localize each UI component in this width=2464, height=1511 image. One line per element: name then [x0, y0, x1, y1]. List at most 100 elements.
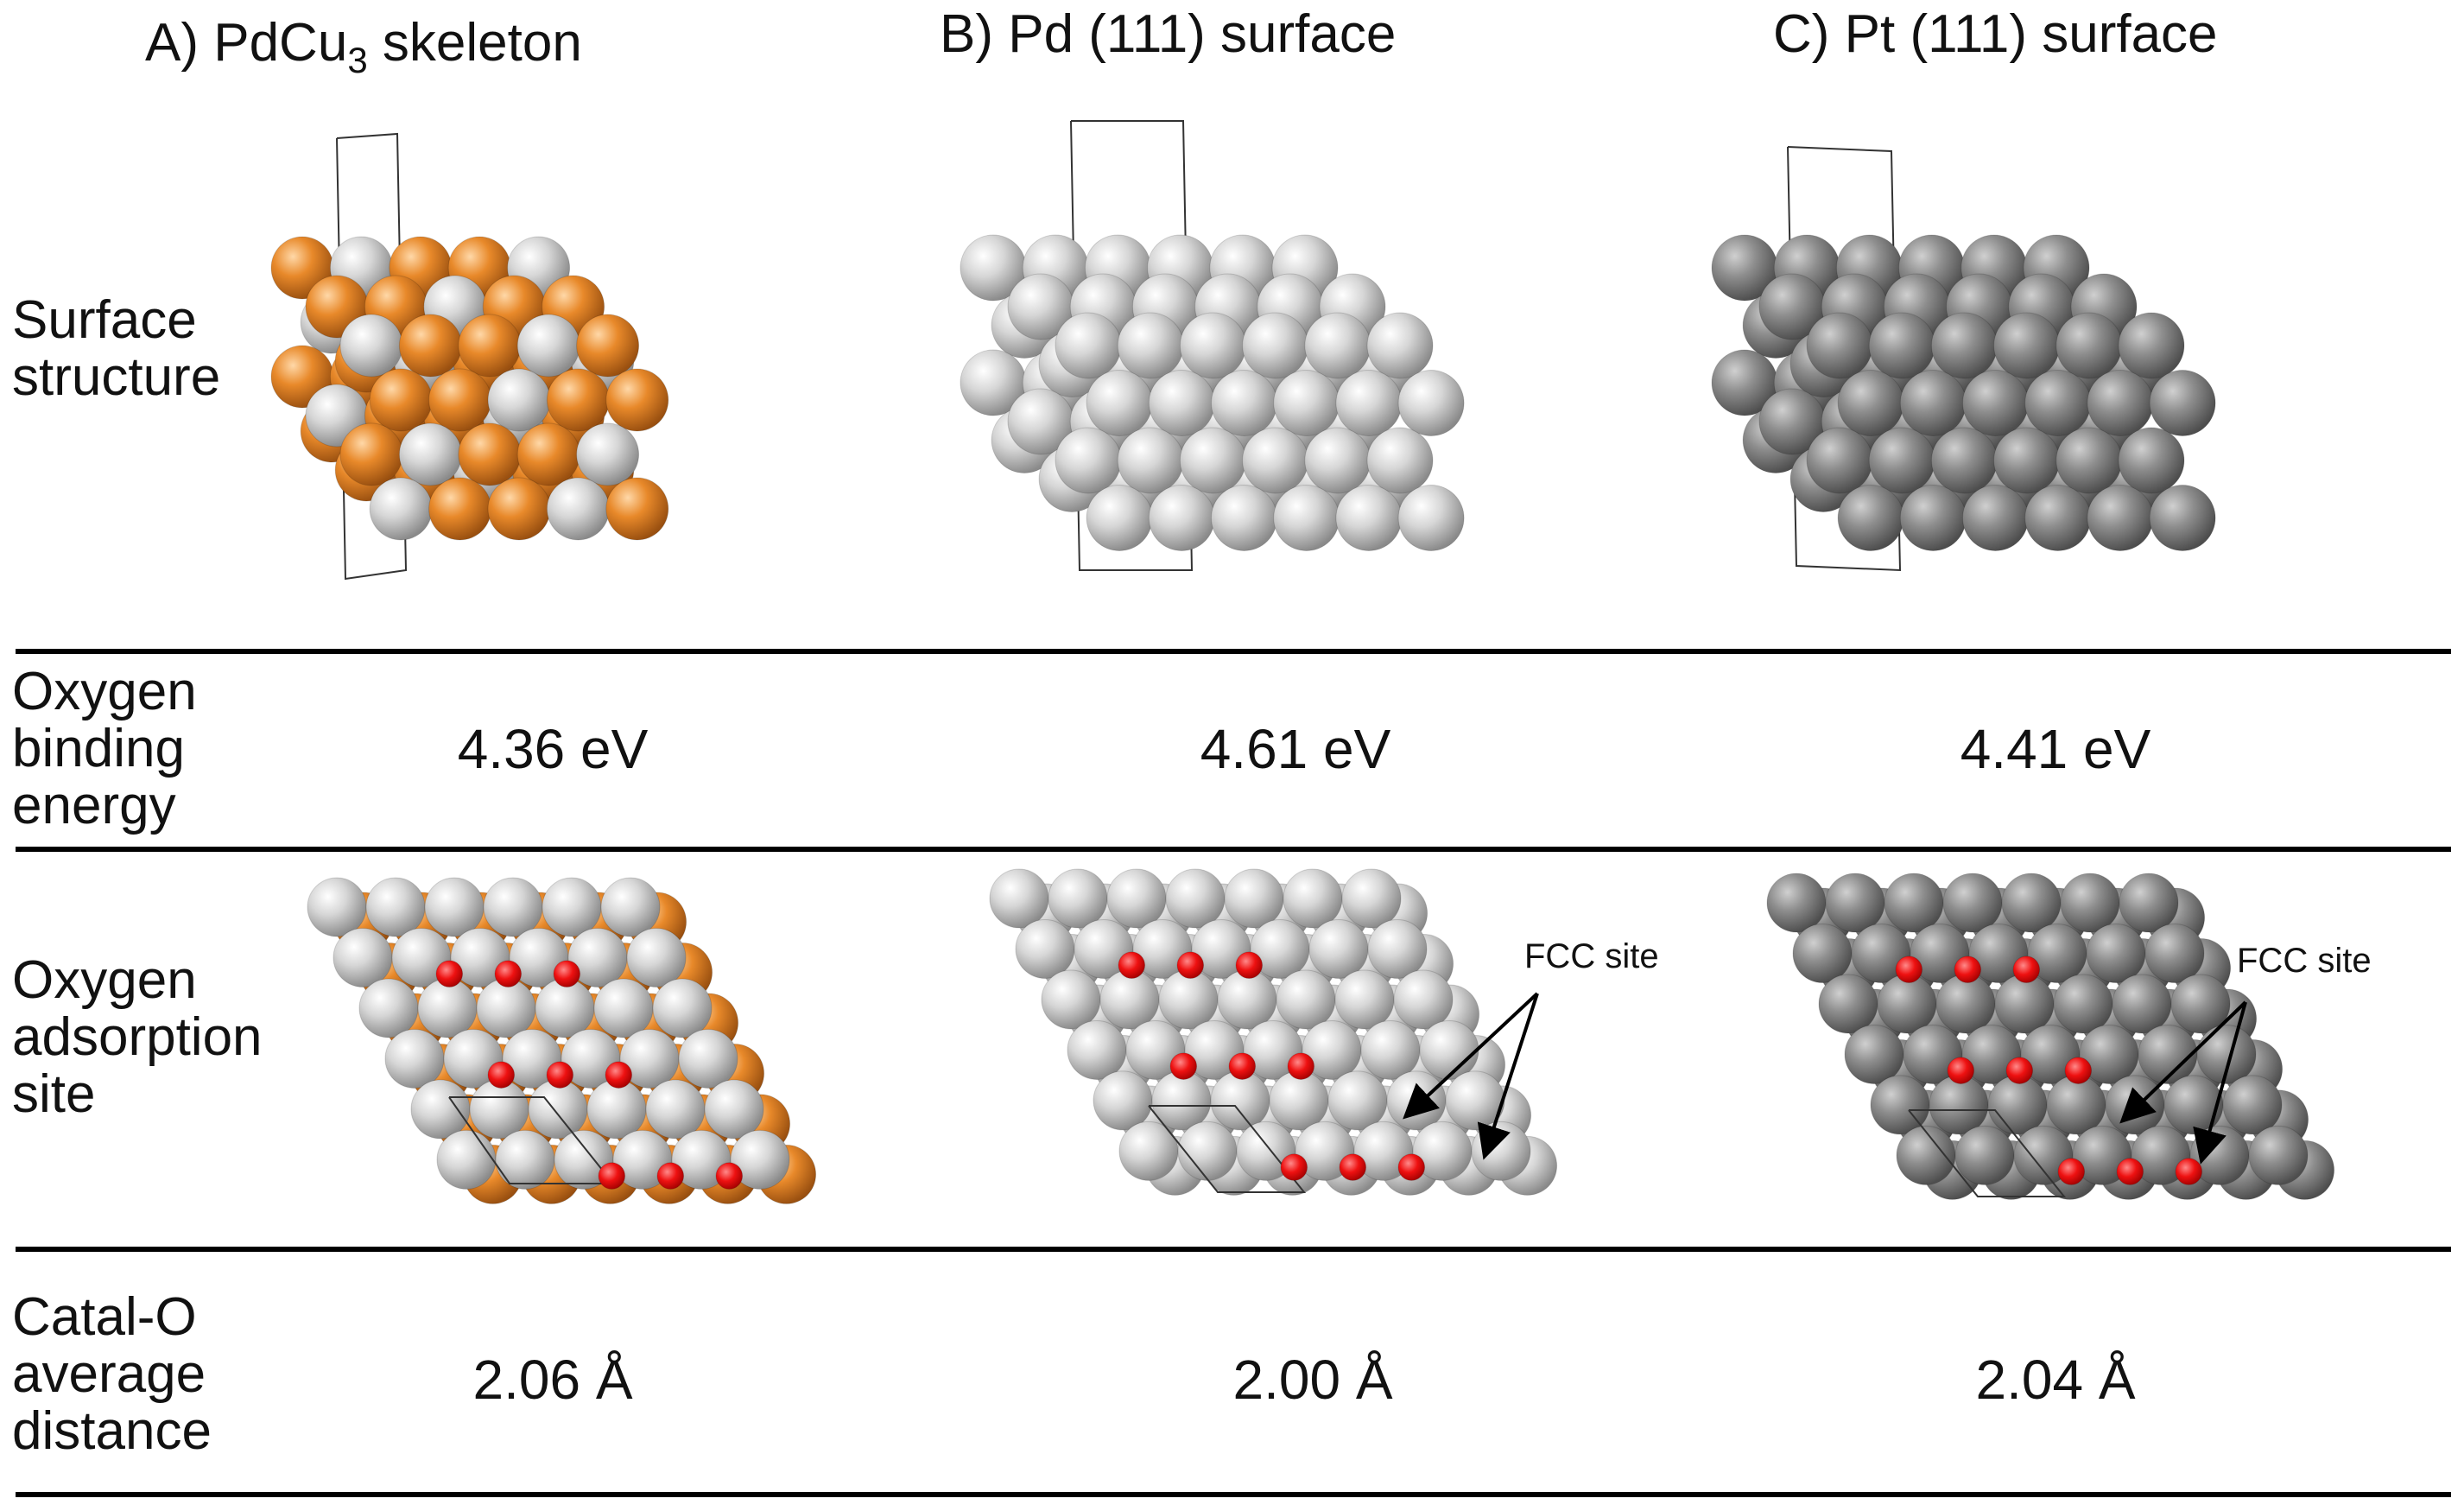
atom	[1844, 1024, 1904, 1084]
oxygen-atom	[605, 1061, 633, 1089]
atom	[1041, 969, 1101, 1030]
atom	[678, 1028, 738, 1089]
fcc-arrow	[2193, 1001, 2247, 1165]
oxygen-atom	[1954, 955, 1982, 983]
atom	[1792, 923, 1853, 983]
column-title-b: B) Pd (111) surface	[940, 4, 1397, 64]
atom	[1471, 1121, 1531, 1181]
divider-3	[16, 1247, 2451, 1252]
atom	[2060, 873, 2120, 933]
atom	[1954, 1125, 2015, 1185]
fcc-site-label-b: FCC site	[1524, 937, 1659, 975]
atom	[1086, 485, 1153, 551]
atom	[1818, 974, 1878, 1034]
atom	[2222, 1075, 2283, 1135]
atom	[1994, 974, 2055, 1034]
atom	[1179, 312, 1246, 379]
atom	[2149, 370, 2216, 436]
oxygen-atom	[1287, 1052, 1315, 1080]
atom	[1148, 370, 1215, 436]
atom	[605, 368, 669, 432]
oxygen-atom	[2116, 1158, 2144, 1185]
atom	[1055, 312, 1122, 379]
atom	[1884, 873, 1944, 933]
pdcu3-surface-structure-image	[270, 132, 669, 581]
atom	[1987, 1075, 2048, 1135]
atom	[1273, 485, 1340, 551]
atom	[483, 877, 543, 937]
atom	[1993, 312, 2061, 379]
oxygen-atom	[546, 1061, 574, 1089]
binding-energy-a: 4.36 eV	[457, 718, 649, 780]
pt111-surface-structure-image	[1711, 146, 2216, 572]
atom	[1825, 873, 1885, 933]
atom	[2112, 974, 2172, 1034]
atom	[1067, 1019, 1127, 1080]
atom	[1217, 969, 1277, 1030]
atom	[1341, 868, 1402, 929]
atom	[1276, 969, 1336, 1030]
atom	[428, 477, 492, 541]
atom	[1117, 427, 1184, 494]
oxygen-atom	[1339, 1153, 1367, 1181]
atom	[398, 314, 462, 378]
oxygen-atom	[1176, 951, 1205, 979]
oxygen-atom	[553, 960, 581, 987]
atom	[516, 422, 580, 486]
atom	[1366, 312, 1434, 379]
atom	[546, 477, 610, 541]
atom	[576, 314, 640, 378]
fcc-arrow	[1403, 992, 1539, 1120]
atom	[428, 368, 492, 432]
atom	[1165, 868, 1226, 929]
atom	[1304, 427, 1371, 494]
atom	[2055, 427, 2123, 494]
row-label-binding-energy: Oxygen binding energy	[12, 662, 197, 835]
oxygen-atom	[715, 1162, 744, 1190]
atom	[1366, 427, 1434, 494]
atom	[1445, 1070, 1505, 1131]
atom	[1308, 918, 1369, 979]
atom	[1367, 918, 1428, 979]
atom	[2046, 1075, 2106, 1135]
row-label-distance: Catal-O average distance	[12, 1287, 212, 1461]
atom	[1015, 918, 1075, 979]
atom	[1930, 312, 1998, 379]
oxygen-atom	[1228, 1052, 1257, 1080]
distance-b: 2.00 Å	[1232, 1349, 1393, 1411]
atom	[1179, 427, 1246, 494]
atom	[1269, 1070, 1329, 1131]
distance-a: 2.06 Å	[472, 1349, 633, 1411]
atom	[2196, 1024, 2257, 1084]
atom	[1211, 370, 1277, 436]
divider-1	[16, 649, 2451, 654]
atom	[1304, 312, 1371, 379]
atom	[2248, 1125, 2309, 1185]
atom	[1393, 969, 1454, 1030]
atom	[2105, 1075, 2165, 1135]
oxygen-atom	[487, 1061, 516, 1089]
atom	[1086, 370, 1153, 436]
atom	[989, 868, 1049, 929]
atom	[516, 314, 580, 378]
atom	[730, 1129, 790, 1190]
atom	[1158, 969, 1219, 1030]
oxygen-atom	[494, 960, 523, 987]
atom	[1242, 312, 1309, 379]
atom	[528, 1079, 588, 1140]
atom	[586, 1079, 647, 1140]
atom	[2144, 923, 2205, 983]
atom	[2024, 485, 2092, 551]
atom	[384, 1028, 445, 1089]
atom	[307, 877, 367, 937]
atom	[1148, 485, 1215, 551]
distance-c: 2.04 Å	[1975, 1349, 2136, 1411]
oxygen-atom	[435, 960, 464, 987]
oxygen-atom	[1235, 951, 1264, 979]
atom	[535, 978, 595, 1038]
fcc-site-label-c: FCC site	[2237, 942, 2372, 980]
atom	[704, 1079, 764, 1140]
fcc-arrow	[2119, 1000, 2247, 1124]
atom	[576, 422, 640, 486]
atom	[1837, 485, 1904, 551]
